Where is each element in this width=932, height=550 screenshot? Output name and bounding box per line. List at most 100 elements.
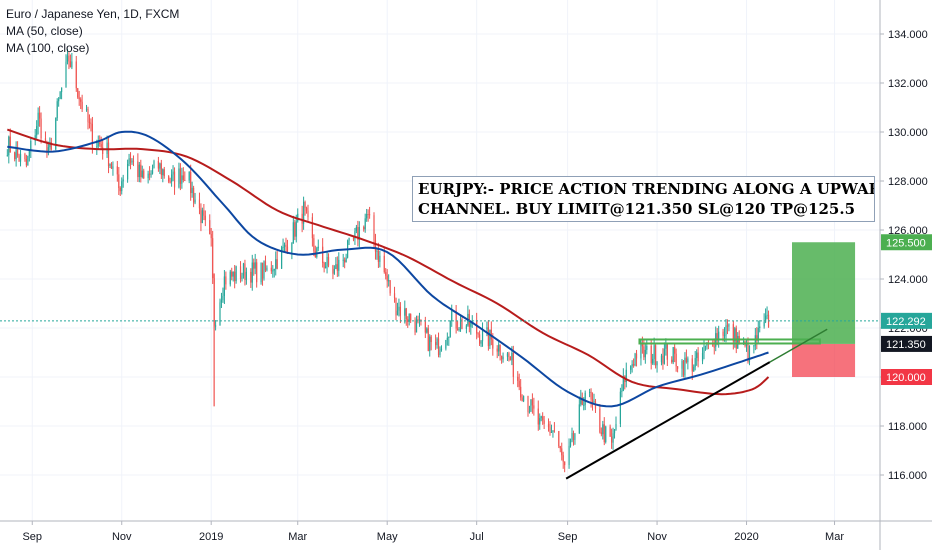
trendline-extension[interactable]: [769, 328, 828, 363]
candle: [172, 165, 174, 182]
candle: [69, 54, 71, 68]
candle: [459, 315, 462, 332]
candle: [162, 168, 164, 183]
candle: [609, 424, 611, 437]
candle: [693, 364, 695, 372]
candle: [190, 164, 192, 201]
candle: [171, 169, 173, 187]
candle: [122, 174, 124, 188]
candle: [496, 345, 498, 359]
horizontal-zone[interactable]: [638, 338, 821, 345]
candle: [323, 261, 325, 273]
candle: [232, 271, 234, 282]
candle: [703, 338, 705, 360]
candle: [336, 256, 338, 277]
candle: [263, 260, 265, 281]
candle: [261, 262, 264, 286]
candle: [132, 155, 135, 167]
take-profit-zone[interactable]: [792, 242, 856, 344]
candle: [234, 265, 236, 289]
candle: [276, 251, 278, 270]
candle: [307, 204, 309, 221]
ma50-line: [7, 130, 769, 408]
candle: [110, 162, 113, 170]
candle: [630, 365, 632, 375]
text-annotation[interactable]: EURJPY:- PRICE ACTION TRENDING ALONG A U…: [412, 176, 875, 222]
candle: [527, 395, 529, 417]
candle: [612, 427, 614, 450]
candle: [591, 392, 594, 411]
candle: [619, 387, 621, 428]
candle: [523, 395, 525, 403]
candle: [520, 379, 522, 401]
price-badge: 121.350: [881, 335, 932, 352]
candle: [159, 162, 161, 175]
candle: [655, 343, 657, 369]
candle: [461, 317, 463, 330]
candle: [426, 327, 428, 334]
candle: [446, 332, 448, 346]
candle: [260, 262, 262, 285]
symbol-title[interactable]: Euro / Japanese Yen, 1D, FXCM: [6, 7, 180, 21]
candle: [244, 259, 246, 286]
annotation-line-1: EURJPY:- PRICE ACTION TRENDING ALONG A U…: [418, 180, 875, 198]
candle: [600, 427, 602, 437]
candle: [436, 337, 438, 349]
candle: [88, 114, 91, 129]
candle: [388, 274, 390, 287]
candle: [756, 327, 758, 350]
candle: [254, 253, 256, 275]
stop-loss-zone[interactable]: [792, 343, 856, 377]
grid-lines: [0, 0, 880, 521]
price-badge: 120.000: [881, 369, 932, 385]
candle: [281, 245, 283, 269]
candle: [685, 349, 687, 364]
candle: [697, 347, 699, 368]
candle: [140, 159, 142, 183]
candle: [379, 250, 381, 268]
candle: [386, 269, 388, 288]
candle: [465, 324, 467, 334]
candle: [547, 418, 550, 432]
candle: [713, 338, 715, 355]
candle: [245, 267, 247, 285]
candle: [445, 339, 447, 351]
candle: [701, 347, 704, 365]
candle: [178, 162, 180, 189]
candle: [160, 159, 162, 179]
candle: [621, 384, 623, 398]
time-axis[interactable]: Sep Nov 2019 Mar May Jul Sep Nov 2020 Mar: [22, 521, 844, 543]
candle: [429, 334, 431, 357]
candle: [225, 271, 227, 290]
candle: [737, 332, 739, 349]
candle: [682, 360, 685, 378]
candle: [448, 336, 450, 346]
candle: [305, 206, 308, 214]
indicator-ma100-label[interactable]: MA (100, close): [6, 41, 90, 55]
candle: [553, 422, 555, 433]
candle: [6, 149, 8, 157]
candle: [665, 338, 667, 356]
candle: [635, 349, 638, 367]
candle: [27, 155, 29, 166]
price-badge-label: 121.350: [886, 339, 926, 351]
candle: [348, 237, 350, 246]
candle: [759, 320, 761, 333]
candle: [209, 214, 211, 235]
candle: [549, 421, 551, 436]
candle: [674, 343, 676, 363]
candle: [335, 257, 337, 270]
candle: [333, 265, 335, 275]
candle: [631, 360, 633, 373]
candle: [716, 328, 718, 346]
candle: [490, 321, 492, 346]
price-axis[interactable]: 116.000118.000120.000122.000124.000126.0…: [880, 29, 928, 482]
candle: [275, 251, 277, 276]
candle: [420, 319, 422, 326]
price-badge: 125.500: [881, 234, 932, 251]
candle: [121, 177, 123, 195]
candle: [377, 242, 379, 268]
trendline[interactable]: [565, 361, 771, 480]
indicator-ma50-label[interactable]: MA (50, close): [6, 24, 83, 38]
